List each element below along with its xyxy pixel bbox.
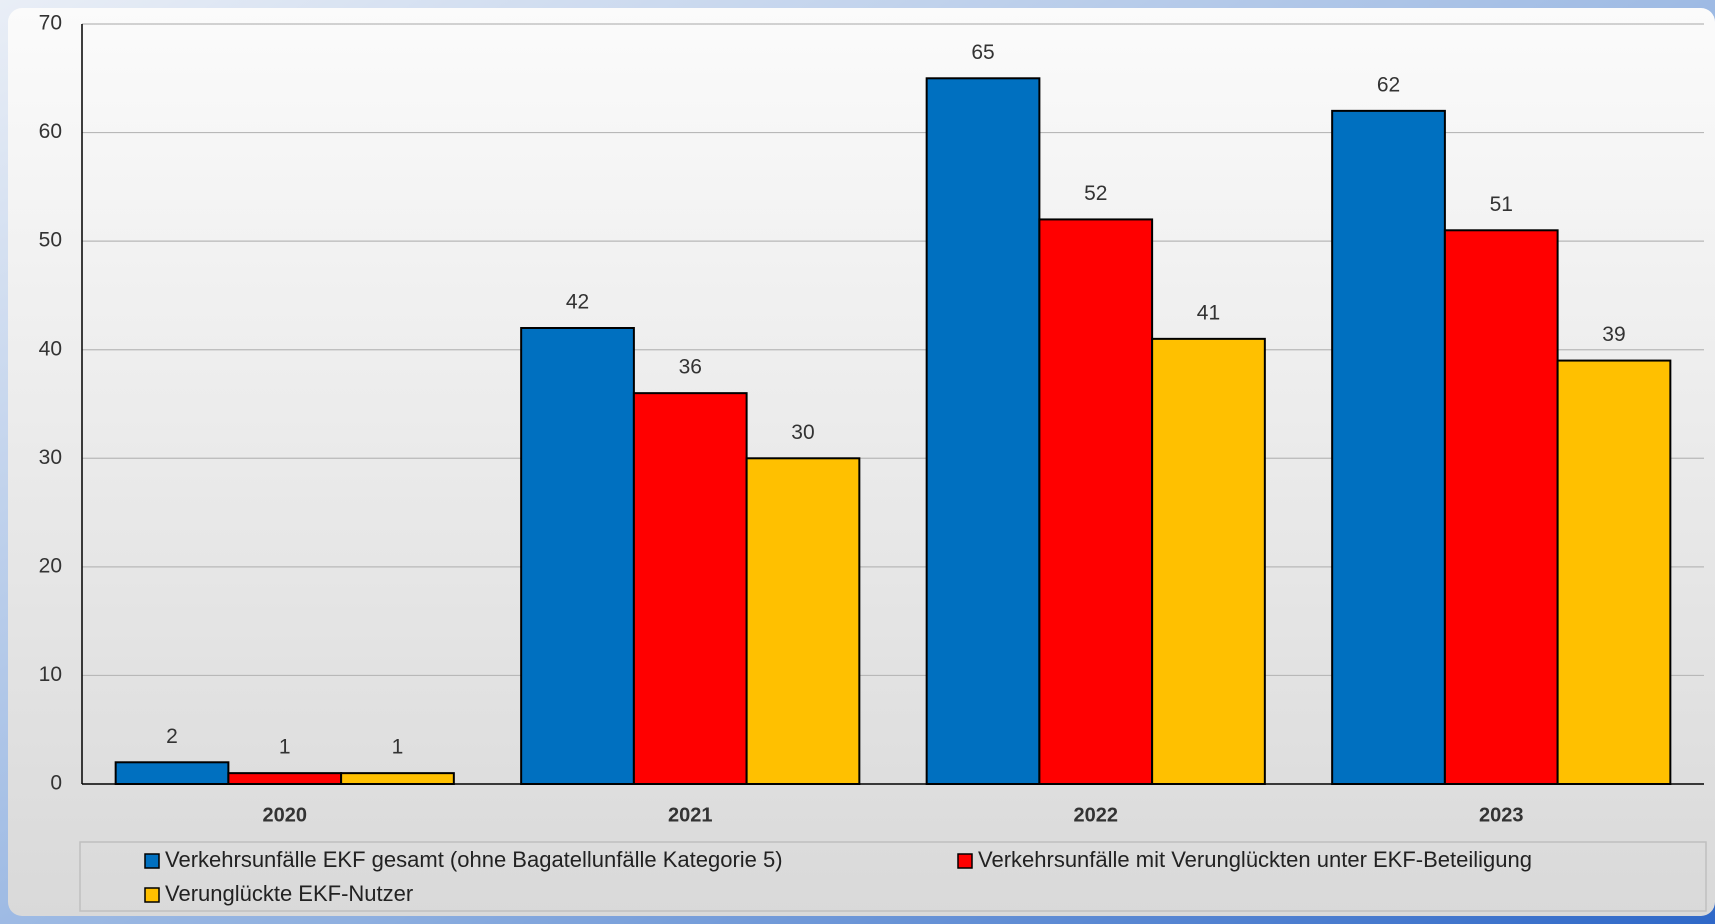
bar <box>925 77 1041 786</box>
data-label: 2 <box>166 725 178 748</box>
bar <box>745 457 861 785</box>
y-tick-label: 70 <box>39 12 62 35</box>
data-label: 30 <box>791 421 814 444</box>
x-tick-label: 2020 <box>263 804 308 826</box>
y-tick-label: 0 <box>50 772 62 795</box>
y-tick-label: 30 <box>39 446 62 469</box>
y-tick-label: 40 <box>39 337 62 360</box>
data-label: 1 <box>392 736 404 759</box>
x-tick-label: 2023 <box>1479 804 1524 826</box>
bar <box>1331 109 1446 786</box>
legend-label: Verkehrsunfälle mit Verunglückten unter … <box>978 847 1532 872</box>
data-label: 39 <box>1602 323 1625 346</box>
data-label: 62 <box>1377 73 1400 96</box>
bar <box>1038 218 1154 785</box>
data-label: 51 <box>1490 193 1513 216</box>
y-tick-label: 20 <box>39 554 62 577</box>
data-label: 52 <box>1084 182 1107 205</box>
chart-background <box>8 8 1715 916</box>
data-label: 42 <box>566 291 589 314</box>
legend-swatch <box>144 887 160 903</box>
legend-label: Verkehrsunfälle EKF gesamt (ohne Bagatel… <box>165 847 783 872</box>
legend-swatch <box>144 853 160 869</box>
bar <box>227 772 343 786</box>
bar <box>1556 359 1672 785</box>
x-tick-label: 2021 <box>668 804 713 826</box>
x-tick-label: 2022 <box>1074 804 1119 826</box>
y-tick-label: 50 <box>39 229 62 252</box>
data-label: 41 <box>1197 301 1220 324</box>
data-label: 65 <box>971 41 994 64</box>
bar <box>1443 229 1559 786</box>
y-tick-label: 10 <box>39 663 62 686</box>
bar <box>632 392 748 785</box>
legend-swatch <box>957 853 973 869</box>
legend-label: Verunglückte EKF-Nutzer <box>165 881 413 906</box>
bar <box>340 772 455 786</box>
data-label: 36 <box>679 356 702 379</box>
data-label: 1 <box>279 736 291 759</box>
bar <box>114 761 230 785</box>
legend-box <box>79 841 1707 912</box>
bar <box>1151 337 1266 785</box>
y-tick-label: 60 <box>39 120 62 143</box>
bar <box>520 327 635 785</box>
